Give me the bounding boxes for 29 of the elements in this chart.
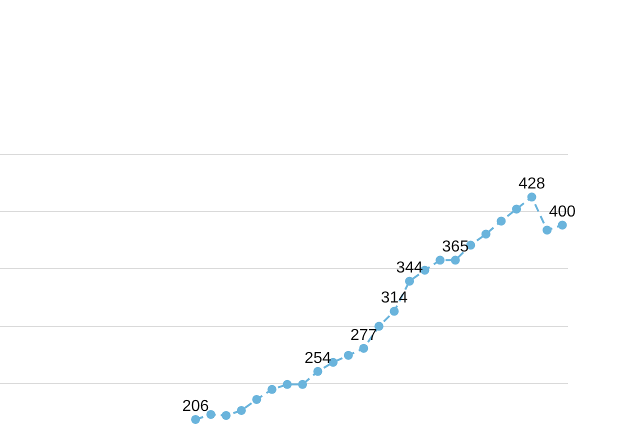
point [527,192,536,202]
data-label: 277 [350,326,378,344]
point [390,306,399,316]
point [359,344,368,353]
data-label: 365 [442,238,469,256]
point [512,204,522,214]
data-label: 314 [380,290,408,307]
point [267,384,276,394]
point [436,256,445,265]
point [496,216,506,226]
point [450,256,460,265]
data-label: 206 [182,398,209,415]
point [344,350,353,360]
point [222,410,231,420]
point [236,406,246,415]
point [405,276,414,286]
point [252,394,262,404]
point [191,414,200,424]
point [298,380,308,389]
point [481,230,490,239]
data-label: 254 [304,350,332,367]
point [558,220,567,230]
point [542,226,552,235]
point [282,380,292,389]
data-label: 344 [396,260,423,277]
point [313,366,322,376]
point [206,410,216,419]
data-label: 428 [518,175,546,192]
data-label: 400 [549,204,576,221]
